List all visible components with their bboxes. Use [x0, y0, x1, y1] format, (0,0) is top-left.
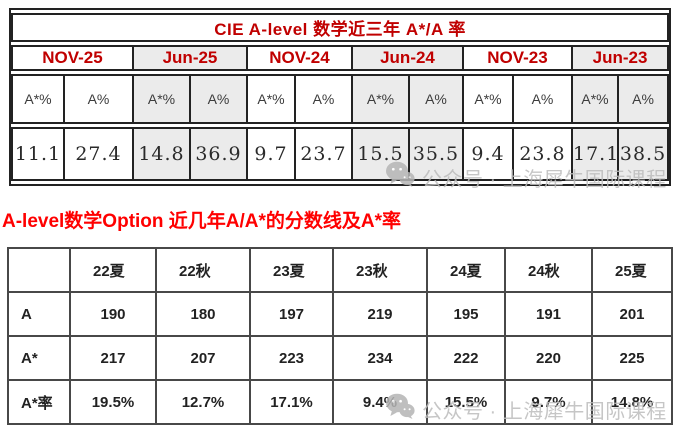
exam-session-header: 22秋: [155, 247, 251, 293]
score-cell: 15.5%: [426, 379, 506, 425]
score-cell: 190: [69, 291, 157, 337]
score-cell: 195: [426, 291, 506, 337]
rate-value-cell: 23.8: [514, 127, 573, 181]
subheader-astar: A*%: [11, 74, 65, 124]
rate-value-cell: 15.5: [353, 127, 410, 181]
subheader-astar: A*%: [248, 74, 296, 124]
exam-session-header: 24秋: [504, 247, 593, 293]
section2-title: A-level数学Option 近几年A/A*的分数线及A*率: [2, 211, 402, 232]
rate-value-cell: 14.8: [134, 127, 191, 181]
score-cell: 225: [591, 335, 673, 381]
subheader-a: A%: [410, 74, 464, 124]
subheader-astar: A*%: [573, 74, 619, 124]
session-header-jun24: Jun-24: [353, 45, 464, 71]
rate-value-cell: 23.7: [296, 127, 353, 181]
exam-session-header: 23夏: [249, 247, 334, 293]
subheader-astar: A*%: [134, 74, 191, 124]
score-cell: 222: [426, 335, 506, 381]
rate-value-cell: 11.1: [11, 127, 65, 181]
exam-session-header: 22夏: [69, 247, 157, 293]
rate-value-cell: 38.5: [619, 127, 670, 181]
subheader-a: A%: [296, 74, 353, 124]
rate-value-cell: 9.4: [464, 127, 514, 181]
score-cell: 191: [504, 291, 593, 337]
table1-session-row: NOV-25 Jun-25 NOV-24 Jun-24 NOV-23 Jun-2…: [11, 45, 670, 71]
corner-cell: [7, 247, 71, 293]
rate-value-cell: 36.9: [191, 127, 248, 181]
session-header-nov23: NOV-23: [464, 45, 573, 71]
exam-session-header: 24夏: [426, 247, 506, 293]
rate-value-cell: 35.5: [410, 127, 464, 181]
score-cell: 217: [69, 335, 157, 381]
score-cell: 219: [332, 291, 428, 337]
score-cell: 234: [332, 335, 428, 381]
rate-value-cell: 27.4: [65, 127, 134, 181]
rate-value-cell: 9.7: [248, 127, 296, 181]
row-label: A*率: [7, 379, 71, 425]
rate-value-cell: 17.1: [573, 127, 619, 181]
score-cell: 9.7%: [504, 379, 593, 425]
session-header-nov24: NOV-24: [248, 45, 353, 71]
score-cell: 223: [249, 335, 334, 381]
score-cell: 201: [591, 291, 673, 337]
score-cell: 220: [504, 335, 593, 381]
table2-header-row: 22夏 22秋 23夏 23秋 24夏 24秋 25夏: [7, 247, 673, 293]
subheader-a: A%: [514, 74, 573, 124]
subheader-astar: A*%: [353, 74, 410, 124]
subheader-a: A%: [191, 74, 248, 124]
table1-subheader-row: A*% A% A*% A% A*% A% A*% A% A*% A% A*% A…: [11, 74, 670, 124]
table-row-astar-rate: A*率 19.5% 12.7% 17.1% 9.4% 15.5% 9.7% 14…: [7, 379, 673, 425]
score-cell: 9.4%: [332, 379, 428, 425]
option-scores-table: 22夏 22秋 23夏 23秋 24夏 24秋 25夏 A 190 180 19…: [7, 247, 673, 425]
score-cell: 207: [155, 335, 251, 381]
cie-alevel-rate-table: CIE A-level 数学近三年 A*/A 率 NOV-25 Jun-25 N…: [9, 8, 672, 186]
exam-session-header: 25夏: [591, 247, 673, 293]
score-cell: 197: [249, 291, 334, 337]
score-cell: 14.8%: [591, 379, 673, 425]
exam-session-header: 23秋: [332, 247, 428, 293]
session-header-jun25: Jun-25: [134, 45, 248, 71]
row-label: A*: [7, 335, 71, 381]
table1-value-row: 11.1 27.4 14.8 36.9 9.7 23.7 15.5 35.5 9…: [11, 127, 670, 181]
subheader-a: A%: [619, 74, 670, 124]
session-header-nov25: NOV-25: [11, 45, 134, 71]
table1-title-row: CIE A-level 数学近三年 A*/A 率: [11, 13, 670, 42]
table-row-astar: A* 217 207 223 234 222 220 225: [7, 335, 673, 381]
score-cell: 19.5%: [69, 379, 157, 425]
score-cell: 17.1%: [249, 379, 334, 425]
score-cell: 12.7%: [155, 379, 251, 425]
subheader-a: A%: [65, 74, 134, 124]
session-header-jun23: Jun-23: [573, 45, 670, 71]
score-cell: 180: [155, 291, 251, 337]
row-label: A: [7, 291, 71, 337]
table-row-a: A 190 180 197 219 195 191 201: [7, 291, 673, 337]
subheader-astar: A*%: [464, 74, 514, 124]
table1-title: CIE A-level 数学近三年 A*/A 率: [11, 13, 670, 42]
